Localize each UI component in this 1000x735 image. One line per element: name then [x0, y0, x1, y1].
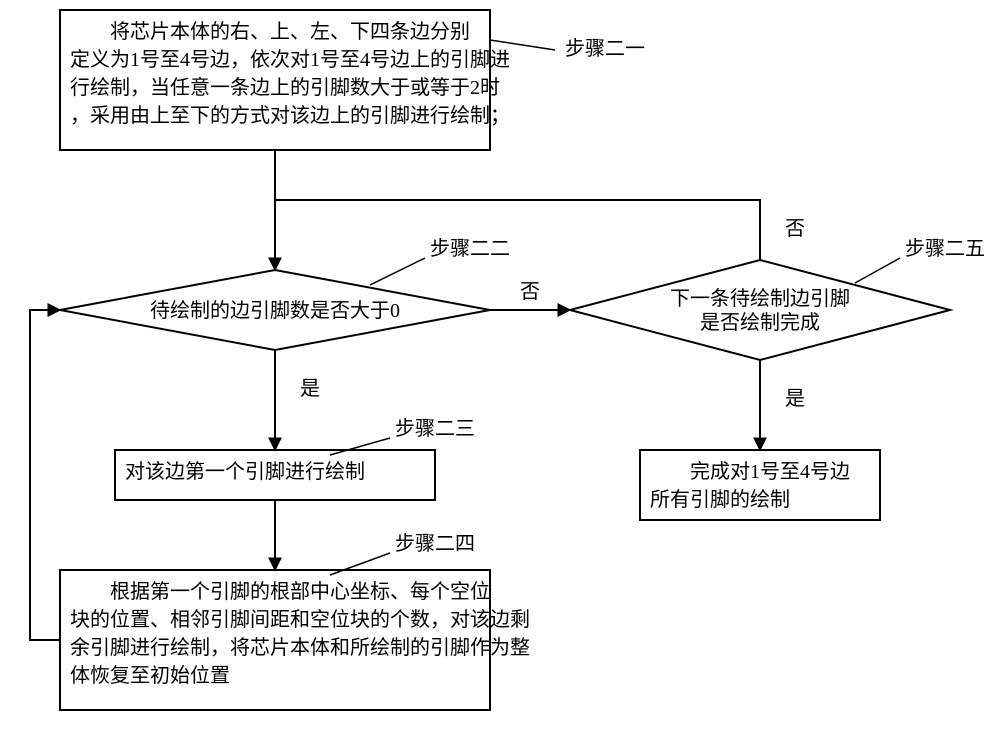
svg-text:是否绘制完成: 是否绘制完成 [700, 311, 820, 334]
svg-text:将芯片本体的右、上、左、下四条边分别: 将芯片本体的右、上、左、下四条边分别 [70, 20, 470, 43]
svg-text:否: 否 [785, 218, 805, 240]
svg-text:步骤二一: 步骤二一 [565, 37, 645, 60]
svg-text:完成对1号至4号边: 完成对1号至4号边 [650, 460, 850, 483]
svg-text:余引脚进行绘制，将芯片本体和所绘制的引脚作为整: 余引脚进行绘制，将芯片本体和所绘制的引脚作为整 [70, 636, 530, 659]
svg-text:步骤二二: 步骤二二 [430, 237, 510, 260]
svg-text:否: 否 [520, 281, 540, 303]
svg-text:行绘制，当任意一条边上的引脚数大于或等于2时: 行绘制，当任意一条边上的引脚数大于或等于2时 [70, 76, 500, 99]
svg-text:定义为1号至4号边，依次对1号至4号边上的引脚进: 定义为1号至4号边，依次对1号至4号边上的引脚进 [70, 48, 510, 71]
svg-text:是: 是 [785, 388, 805, 410]
svg-text:下一条待绘制边引脚: 下一条待绘制边引脚 [670, 287, 850, 310]
svg-text:体恢复至初始位置: 体恢复至初始位置 [70, 664, 230, 687]
svg-text:步骤二五: 步骤二五 [905, 237, 985, 260]
svg-text:所有引脚的绘制: 所有引脚的绘制 [650, 488, 790, 511]
svg-text:，采用由上至下的方式对该边上的引脚进行绘制；: ，采用由上至下的方式对该边上的引脚进行绘制； [70, 104, 510, 127]
svg-text:块的位置、相邻引脚间距和空位块的个数，对该边剩: 块的位置、相邻引脚间距和空位块的个数，对该边剩 [70, 608, 530, 631]
svg-text:步骤二三: 步骤二三 [395, 417, 475, 440]
svg-text:步骤二四: 步骤二四 [395, 532, 475, 555]
svg-text:根据第一个引脚的根部中心坐标、每个空位: 根据第一个引脚的根部中心坐标、每个空位 [70, 580, 490, 603]
svg-text:对该边第一个引脚进行绘制: 对该边第一个引脚进行绘制 [125, 460, 365, 483]
svg-text:是: 是 [300, 378, 320, 400]
svg-text:待绘制的边引脚数是否大于0: 待绘制的边引脚数是否大于0 [150, 299, 400, 322]
